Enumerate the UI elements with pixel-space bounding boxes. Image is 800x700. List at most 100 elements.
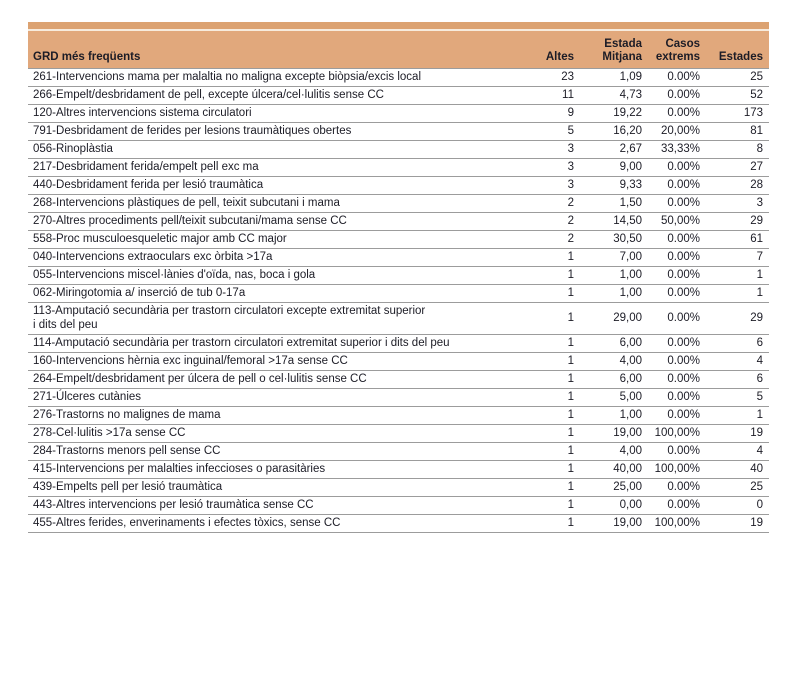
cell-estada-mitjana: 4,00 <box>580 442 648 461</box>
cell-estades: 61 <box>706 230 769 249</box>
cell-altes: 11 <box>510 86 580 105</box>
cell-estades: 3 <box>706 194 769 213</box>
cell-casos-extrems: 100,00% <box>648 460 706 479</box>
cell-grd: 264-Empelt/desbridament per úlcera de pe… <box>28 370 510 389</box>
cell-altes: 2 <box>510 212 580 231</box>
table-body: 261-Intervencions mama per malaltia no m… <box>28 68 769 533</box>
table-row: 284-Trastorns menors pell sense CC 1 4,0… <box>28 442 769 461</box>
table-row: 264-Empelt/desbridament per úlcera de pe… <box>28 370 769 389</box>
cell-estada-mitjana: 4,00 <box>580 352 648 371</box>
cell-estada-mitjana: 7,00 <box>580 248 648 267</box>
cell-estada-mitjana: 6,00 <box>580 370 648 389</box>
cell-estada-mitjana: 30,50 <box>580 230 648 249</box>
table-row: 160-Intervencions hèrnia exc inguinal/fe… <box>28 352 769 371</box>
cell-estades: 19 <box>706 424 769 443</box>
cell-estades: 5 <box>706 388 769 407</box>
cell-casos-extrems: 0.00% <box>648 302 706 335</box>
cell-estades: 0 <box>706 496 769 515</box>
cell-grd: 415-Intervencions per malalties infeccio… <box>28 460 510 479</box>
cell-casos-extrems: 100,00% <box>648 424 706 443</box>
cell-casos-extrems: 0.00% <box>648 370 706 389</box>
cell-casos-extrems: 0.00% <box>648 68 706 87</box>
cell-grd: 284-Trastorns menors pell sense CC <box>28 442 510 461</box>
cell-altes: 23 <box>510 68 580 87</box>
cell-grd: 276-Trastorns no malignes de mama <box>28 406 510 425</box>
cell-altes: 1 <box>510 370 580 389</box>
cell-estada-mitjana: 1,00 <box>580 284 648 303</box>
table-row: 062-Miringotomia a/ inserció de tub 0-17… <box>28 284 769 303</box>
cell-estades: 29 <box>706 302 769 335</box>
table-row: 271-Úlceres cutànies 1 5,00 0.00% 5 <box>28 388 769 407</box>
table-row: 439-Empelts pell per lesió traumàtica 1 … <box>28 478 769 497</box>
cell-casos-extrems: 0.00% <box>648 496 706 515</box>
column-header-casos-extrems: Casos extrems <box>648 22 706 69</box>
cell-estades: 1 <box>706 406 769 425</box>
cell-estades: 28 <box>706 176 769 195</box>
cell-casos-extrems: 0.00% <box>648 230 706 249</box>
table-row: 217-Desbridament ferida/empelt pell exc … <box>28 158 769 177</box>
cell-estada-mitjana: 40,00 <box>580 460 648 479</box>
header-row: GRD més freqüents Altes Estada Mitjana C… <box>28 22 769 69</box>
cell-altes: 1 <box>510 442 580 461</box>
cell-altes: 3 <box>510 158 580 177</box>
cell-casos-extrems: 33,33% <box>648 140 706 159</box>
cell-estada-mitjana: 29,00 <box>580 302 648 335</box>
cell-estades: 81 <box>706 122 769 141</box>
cell-grd: 440-Desbridament ferida per lesió traumà… <box>28 176 510 195</box>
cell-altes: 1 <box>510 302 580 335</box>
table-row: 113-Amputació secundària per trastorn ci… <box>28 302 769 335</box>
cell-grd: 160-Intervencions hèrnia exc inguinal/fe… <box>28 352 510 371</box>
cell-casos-extrems: 0.00% <box>648 442 706 461</box>
cell-grd: 056-Rinoplàstia <box>28 140 510 159</box>
cell-estada-mitjana: 19,22 <box>580 104 648 123</box>
cell-grd: 443-Altres intervencions per lesió traum… <box>28 496 510 515</box>
table-header: GRD més freqüents Altes Estada Mitjana C… <box>28 22 769 69</box>
cell-altes: 1 <box>510 352 580 371</box>
table-row: 055-Intervencions miscel·lànies d'oïda, … <box>28 266 769 285</box>
cell-altes: 1 <box>510 514 580 533</box>
table-row: 791-Desbridament de ferides per lesions … <box>28 122 769 141</box>
cell-estada-mitjana: 19,00 <box>580 514 648 533</box>
cell-casos-extrems: 0.00% <box>648 334 706 353</box>
cell-grd: 217-Desbridament ferida/empelt pell exc … <box>28 158 510 177</box>
cell-estades: 6 <box>706 334 769 353</box>
table-row: 040-Intervencions extraoculars exc òrbit… <box>28 248 769 267</box>
cell-casos-extrems: 0.00% <box>648 478 706 497</box>
table-row: 276-Trastorns no malignes de mama 1 1,00… <box>28 406 769 425</box>
cell-grd: 261-Intervencions mama per malaltia no m… <box>28 68 510 87</box>
cell-estades: 4 <box>706 352 769 371</box>
table-row: 120-Altres intervencions sistema circula… <box>28 104 769 123</box>
cell-grd: 791-Desbridament de ferides per lesions … <box>28 122 510 141</box>
cell-estada-mitjana: 19,00 <box>580 424 648 443</box>
column-header-estades: Estades <box>706 22 769 69</box>
cell-casos-extrems: 0.00% <box>648 158 706 177</box>
cell-estades: 1 <box>706 266 769 285</box>
cell-estada-mitjana: 16,20 <box>580 122 648 141</box>
table-row: 114-Amputació secundària per trastorn ci… <box>28 334 769 353</box>
grd-frequency-table: GRD més freqüents Altes Estada Mitjana C… <box>28 22 769 533</box>
cell-altes: 1 <box>510 460 580 479</box>
table-row: 268-Intervencions plàstiques de pell, te… <box>28 194 769 213</box>
table-row: 415-Intervencions per malalties infeccio… <box>28 460 769 479</box>
cell-estada-mitjana: 9,33 <box>580 176 648 195</box>
cell-altes: 2 <box>510 194 580 213</box>
cell-estada-mitjana: 1,00 <box>580 406 648 425</box>
cell-casos-extrems: 0.00% <box>648 352 706 371</box>
cell-grd: 558-Proc musculoesqueletic major amb CC … <box>28 230 510 249</box>
table-row: 278-Cel·lulitis >17a sense CC 1 19,00 10… <box>28 424 769 443</box>
table-row: 443-Altres intervencions per lesió traum… <box>28 496 769 515</box>
cell-estades: 52 <box>706 86 769 105</box>
cell-grd: 270-Altres procediments pell/teixit subc… <box>28 212 510 231</box>
cell-estades: 8 <box>706 140 769 159</box>
cell-grd: 278-Cel·lulitis >17a sense CC <box>28 424 510 443</box>
cell-altes: 1 <box>510 334 580 353</box>
cell-altes: 5 <box>510 122 580 141</box>
cell-estades: 27 <box>706 158 769 177</box>
table-row: 270-Altres procediments pell/teixit subc… <box>28 212 769 231</box>
cell-casos-extrems: 0.00% <box>648 388 706 407</box>
cell-grd: 113-Amputació secundària per trastorn ci… <box>28 302 510 335</box>
cell-altes: 1 <box>510 266 580 285</box>
cell-casos-extrems: 0.00% <box>648 104 706 123</box>
cell-estada-mitjana: 6,00 <box>580 334 648 353</box>
